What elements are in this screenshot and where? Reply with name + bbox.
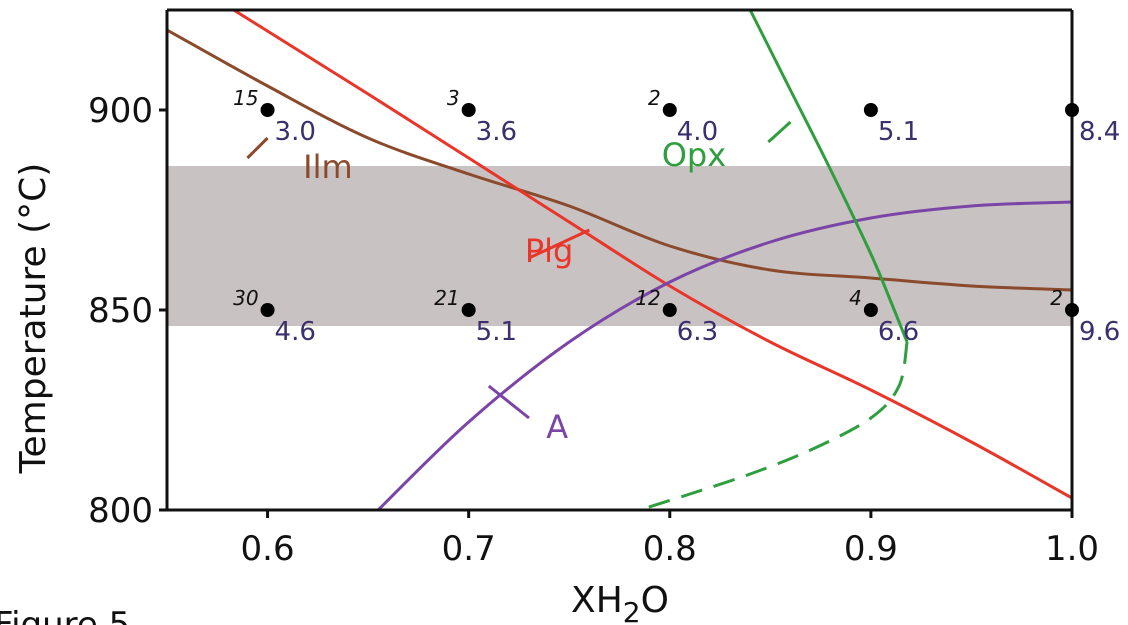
x-tick-label: 0.6 bbox=[241, 529, 295, 569]
plg-curve-line bbox=[230, 10, 1072, 500]
ilm-label-tick bbox=[246, 136, 269, 160]
data-point-marker bbox=[863, 303, 878, 317]
y-tick-label: 850 bbox=[88, 291, 153, 331]
x-tick-label: 0.9 bbox=[844, 529, 898, 569]
data-point-count-label: 15 bbox=[233, 86, 258, 110]
data-point-marker bbox=[1065, 103, 1079, 117]
curve-layer bbox=[167, 10, 1072, 510]
opx-metastable-dashed-line bbox=[639, 341, 909, 510]
data-point-count-label: 21 bbox=[434, 286, 459, 310]
opx-curve-label: Opx bbox=[662, 136, 726, 174]
data-point-count-label: 2 bbox=[648, 86, 661, 110]
data-point-marker bbox=[662, 303, 677, 317]
data-point-marker bbox=[1065, 303, 1079, 317]
a-curve-line bbox=[377, 200, 1072, 510]
data-point-marker bbox=[863, 103, 878, 117]
data-point-value-label: 3.6 bbox=[476, 117, 517, 147]
plg-label-tick bbox=[528, 228, 590, 260]
x-tick-label: 0.7 bbox=[442, 529, 496, 569]
a-label-tick bbox=[487, 384, 530, 420]
data-point-marker bbox=[260, 103, 275, 117]
data-point-value-label: 8.4 bbox=[1079, 117, 1120, 147]
data-point-count-label: 2 bbox=[1050, 286, 1063, 310]
opx-curve-line bbox=[748, 10, 909, 343]
y-tick-label: 900 bbox=[88, 91, 153, 131]
curve-label-layer: Ilm Plg A Opx bbox=[303, 136, 726, 446]
opx-label-tick bbox=[767, 120, 792, 144]
data-point-count-label: 4 bbox=[849, 286, 862, 310]
x-axis-title: XH2O bbox=[571, 580, 669, 625]
data-point-layer: 153.033.624.0 5.1 8.4304.6215.1126.346.629… bbox=[233, 86, 1120, 347]
x-tick-label: 0.8 bbox=[643, 529, 697, 569]
data-point-value-label: 4.0 bbox=[677, 117, 718, 147]
ilm-curve-line bbox=[167, 28, 1072, 292]
figure-caption: Figure 5 bbox=[0, 605, 130, 625]
data-point-marker bbox=[461, 103, 476, 117]
data-point-value-label: 5.1 bbox=[878, 117, 919, 147]
plg-curve-label: Plg bbox=[525, 232, 574, 270]
data-point-value-label: 6.6 bbox=[878, 317, 919, 347]
y-tick-label: 800 bbox=[88, 491, 153, 531]
y-axis-title: Temperature (°C) bbox=[13, 163, 54, 475]
shaded-band-layer bbox=[167, 166, 1072, 326]
data-point-marker bbox=[461, 303, 476, 317]
data-point-count-label: 12 bbox=[635, 286, 660, 310]
data-point-value-label: 5.1 bbox=[476, 317, 517, 347]
ilm-curve-label: Ilm bbox=[303, 148, 353, 186]
data-point-value-label: 3.0 bbox=[275, 117, 316, 147]
shaded-temperature-band bbox=[167, 166, 1072, 326]
data-point-value-label: 6.3 bbox=[677, 317, 718, 347]
data-point-marker bbox=[662, 103, 677, 117]
curve-tick-layer bbox=[246, 120, 792, 420]
data-point-value-label: 4.6 bbox=[275, 317, 316, 347]
axes: 0.6 0.7 0.8 0.9 1.0 800 850 900 bbox=[88, 8, 1099, 569]
data-point-marker bbox=[260, 303, 275, 317]
a-curve-label: A bbox=[546, 408, 568, 446]
data-point-value-label: 9.6 bbox=[1079, 317, 1120, 347]
data-point-count-label: 30 bbox=[233, 286, 258, 310]
data-point-count-label: 3 bbox=[447, 86, 460, 110]
x-tick-label: 1.0 bbox=[1045, 529, 1099, 569]
